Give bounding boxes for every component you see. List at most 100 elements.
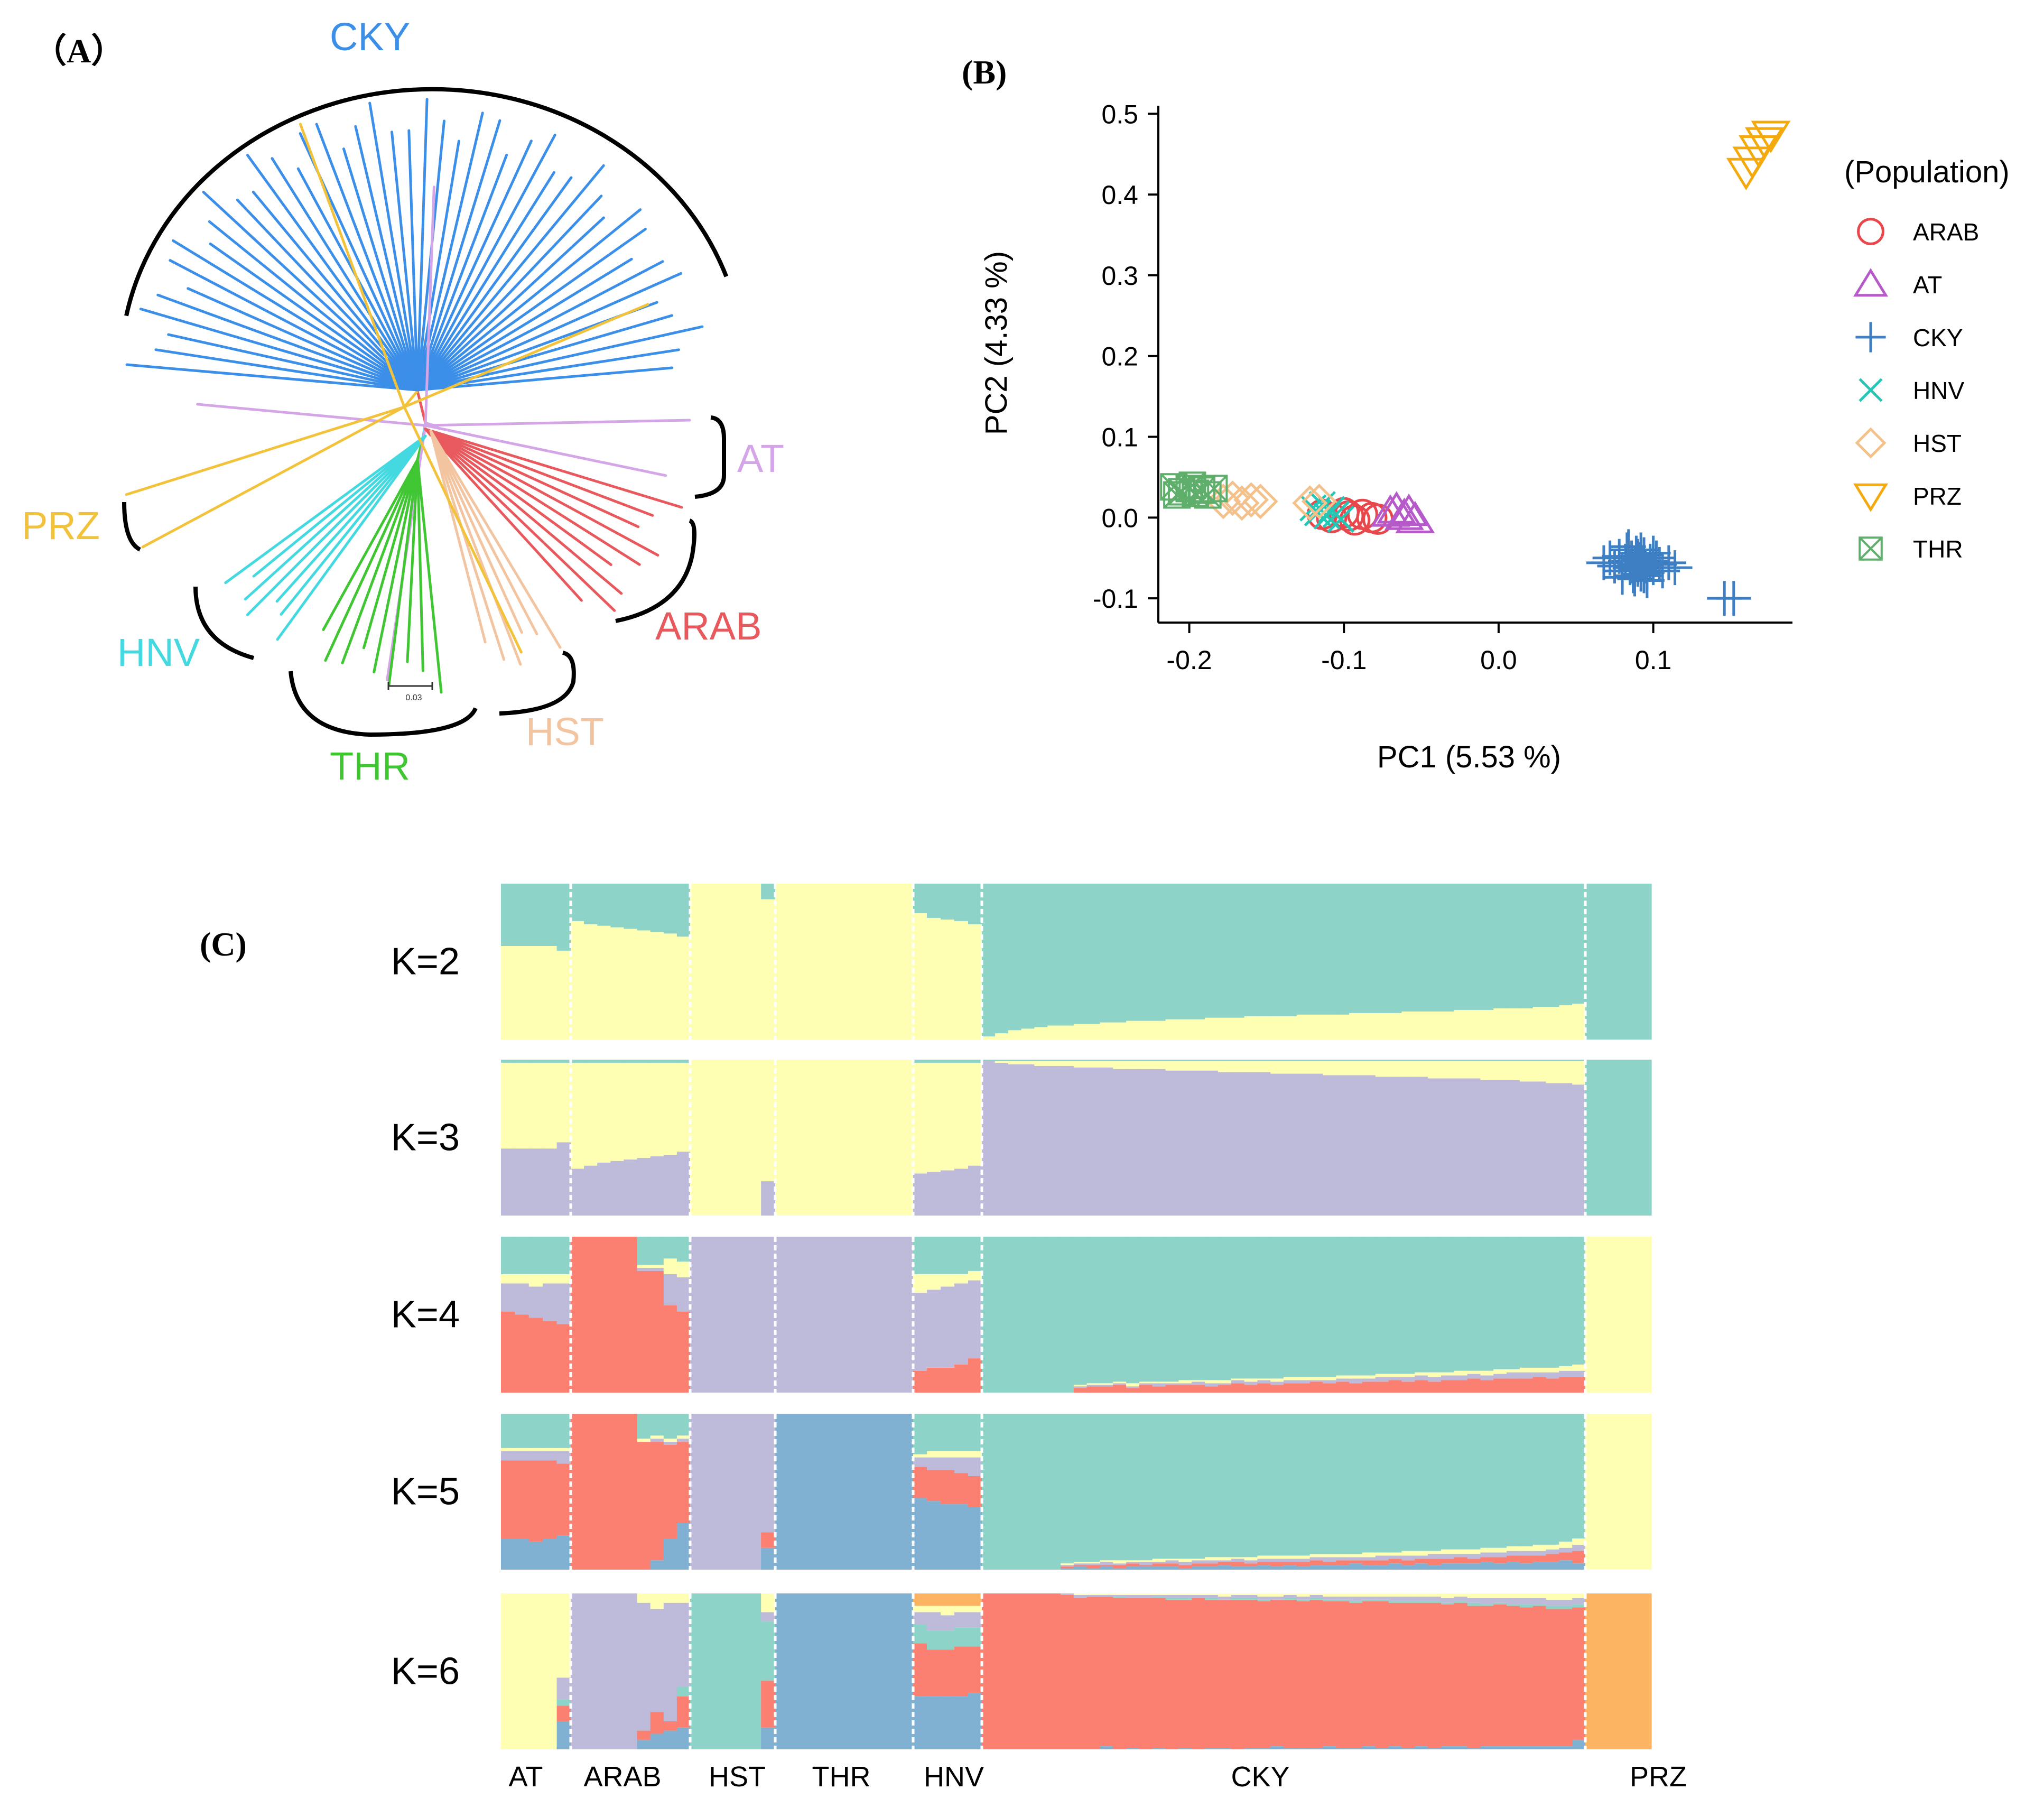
ancestry-segment (1454, 1061, 1468, 1079)
clade-label-at: AT (737, 437, 784, 480)
ancestry-segment (1415, 1563, 1428, 1570)
ancestry-segment (1454, 1593, 1468, 1597)
ancestry-segment (1441, 1237, 1455, 1373)
ancestry-segment (1585, 1237, 1599, 1393)
y-tick-label: 0.2 (1101, 342, 1138, 372)
ancestry-segment (885, 1414, 900, 1570)
structure-row-k5: K=5 (391, 1414, 1652, 1570)
ancestry-segment (663, 1602, 677, 1721)
ancestry-segment (1362, 1237, 1376, 1376)
ancestry-segment (556, 1060, 571, 1063)
ancestry-segment (650, 1265, 664, 1268)
ancestry-segment (1375, 1601, 1389, 1748)
ancestry-segment (597, 1414, 611, 1570)
tree-branch (141, 405, 406, 549)
ancestry-segment (913, 1062, 927, 1174)
ancestry-segment (571, 884, 584, 921)
ancestry-segment (1559, 1746, 1573, 1749)
ancestry-segment (597, 1593, 611, 1749)
ancestry-segment (1336, 1237, 1350, 1376)
ancestry-segment (1467, 1378, 1481, 1393)
ancestry-segment (1441, 1380, 1455, 1393)
ancestry-segment (1205, 1017, 1219, 1040)
tree-branch (429, 429, 538, 635)
ancestry-segment (941, 1060, 955, 1063)
ancestry-segment (1309, 1598, 1324, 1600)
ancestry-segment (1519, 1563, 1534, 1570)
ancestry-segment (927, 1290, 941, 1368)
ancestry-segment (1205, 1560, 1219, 1564)
ancestry-segment (1218, 1061, 1232, 1072)
tree-branch (156, 293, 419, 392)
ancestry-segment (1572, 1364, 1586, 1371)
ancestry-segment (1113, 1060, 1127, 1061)
ancestry-segment (1047, 1065, 1061, 1216)
point-prz (1732, 146, 1772, 179)
ancestry-segment (1284, 1060, 1297, 1061)
tree-branch (208, 220, 419, 392)
ancestry-segment (968, 884, 982, 924)
ancestry-segment (1205, 1386, 1219, 1393)
ancestry-segment (1375, 1377, 1389, 1382)
ancestry-segment (1480, 1060, 1494, 1061)
ancestry-segment (556, 1062, 571, 1143)
ancestry-segment (1388, 1237, 1402, 1374)
ancestry-segment (1113, 1382, 1127, 1384)
ancestry-segment (650, 1442, 664, 1561)
ancestry-segment (775, 1593, 789, 1749)
tree-branch (154, 348, 419, 392)
ancestry-segment (761, 1593, 776, 1612)
ancestry-segment (982, 1060, 996, 1061)
ancestry-segment (1284, 1599, 1297, 1748)
ancestry-segment (858, 1414, 872, 1570)
ancestry-segment (913, 1625, 927, 1644)
ancestry-segment (1507, 1593, 1520, 1598)
ancestry-segment (1021, 1237, 1035, 1393)
ancestry-segment (676, 1593, 691, 1603)
ancestry-segment (1599, 884, 1612, 1040)
clade-bracket (694, 415, 726, 499)
ancestry-segment (1572, 1607, 1586, 1740)
ancestry-segment (1388, 1601, 1402, 1603)
ancestry-segment (913, 1454, 927, 1458)
ancestry-segment (528, 1448, 543, 1451)
ancestry-segment (543, 1593, 558, 1749)
ancestry-segment (1284, 1380, 1297, 1384)
ancestry-segment (718, 1060, 733, 1216)
ancestry-segment (1284, 1559, 1297, 1562)
clade-label-hst: HST (526, 710, 604, 754)
tree-branch (224, 434, 427, 585)
ancestry-segment (1336, 1414, 1350, 1554)
tree-branch (244, 434, 427, 601)
ancestry-segment (1546, 1746, 1559, 1749)
ancestry-segment (941, 1593, 955, 1606)
ancestry-segment (927, 1606, 941, 1612)
ancestry-segment (556, 1324, 571, 1393)
ancestry-segment (1362, 1596, 1376, 1600)
ancestry-segment (663, 933, 677, 1040)
ancestry-segment (1231, 1414, 1245, 1557)
ancestry-segment (1152, 1594, 1166, 1597)
ancestry-segment (830, 1414, 845, 1570)
ancestry-segment (1021, 1060, 1035, 1061)
ancestry-segment (941, 1414, 955, 1451)
ancestry-segment (1480, 1375, 1494, 1380)
ancestry-segment (995, 1062, 1009, 1216)
ancestry-segment (1388, 1013, 1402, 1040)
ancestry-segment (1073, 1566, 1088, 1570)
ancestry-segment (1257, 1748, 1271, 1749)
ancestry-segment (1401, 1374, 1415, 1377)
ancestry-segment (968, 1627, 982, 1647)
ancestry-segment (1415, 884, 1428, 1012)
ancestry-segment (1323, 1380, 1336, 1384)
ancestry-segment (1428, 1377, 1442, 1382)
ancestry-segment (1532, 1562, 1547, 1570)
ancestry-segment (1113, 1596, 1127, 1598)
ancestry-segment (1257, 1599, 1271, 1601)
point-at (1377, 491, 1417, 524)
ancestry-segment (1572, 1563, 1586, 1570)
ancestry-segment (1270, 1746, 1284, 1749)
ancestry-segment (1375, 1555, 1389, 1561)
ancestry-segment (1126, 1748, 1140, 1749)
ancestry-segment (1060, 1593, 1074, 1595)
